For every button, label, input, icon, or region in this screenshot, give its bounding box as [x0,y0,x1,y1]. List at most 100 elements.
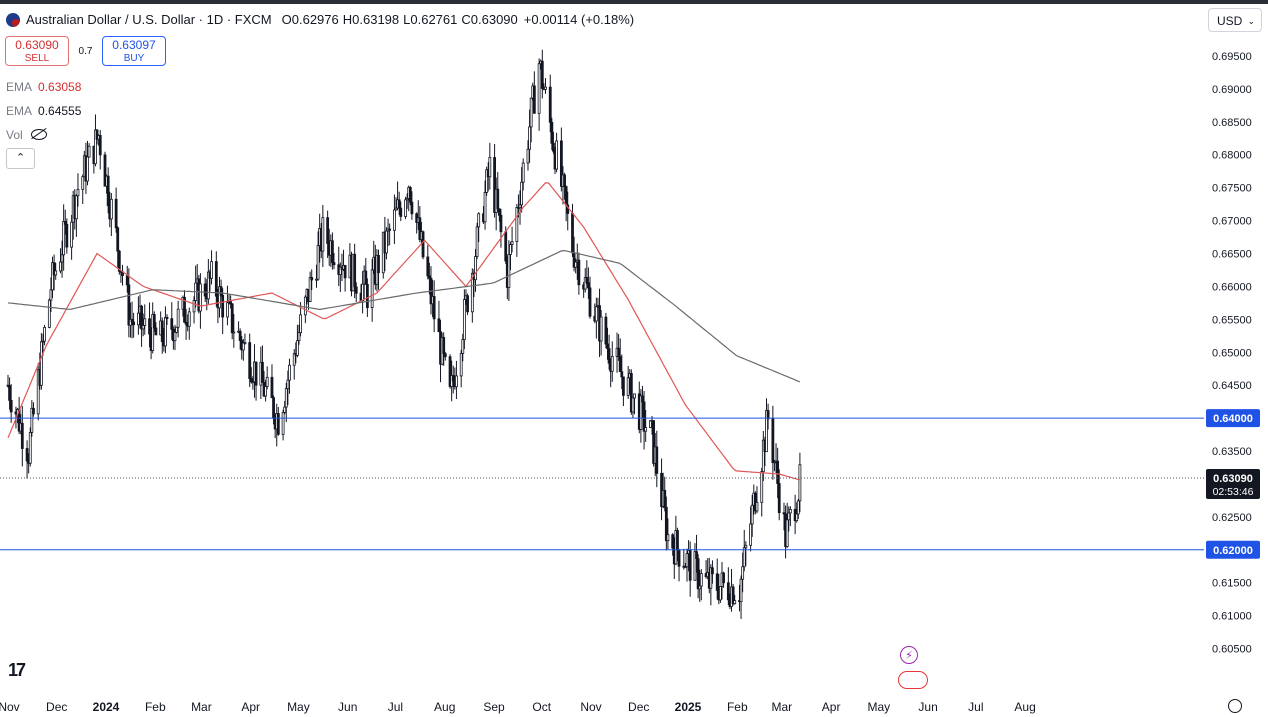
candle-body [206,271,210,300]
candle-body [594,306,598,322]
candle-body [617,347,621,357]
candle-body [76,188,80,197]
candle-body [310,277,314,281]
candle-body [475,226,479,257]
candle-body [461,339,465,354]
candle-body [397,199,401,209]
time-tick-label: May [287,700,310,714]
price-tick-label: 0.69500 [1212,51,1252,63]
candle-body [695,551,698,560]
currency-select[interactable]: USD ⌄ [1208,8,1262,32]
collapse-legend-button[interactable]: ⌃ [6,148,35,169]
candle-body [160,320,164,343]
candle-body [276,413,280,435]
buy-price: 0.63097 [112,38,156,52]
time-tick-label: Jul [968,700,983,714]
candle-body [283,406,287,413]
candle-body [749,523,753,546]
spread-value: 0.7 [78,45,93,57]
change-value: +0.00114 (+0.18%) [523,12,635,27]
candle-body [633,393,636,399]
candle-body [410,201,414,215]
candle-body [655,446,659,474]
high-value: 0.63198 [352,12,400,27]
candle-body [343,264,347,279]
candle-body [666,534,670,542]
candle-body [219,286,223,296]
ema-fast-legend[interactable]: EMA 0.63058 [6,80,81,94]
candle-body [299,314,302,334]
candle-body [507,254,511,288]
candle-body [353,253,357,288]
level-price-label: 0.62000 [1213,545,1253,557]
candle-body [393,209,396,231]
candle-body [544,86,547,90]
price-tick-label: 0.60500 [1212,644,1252,656]
candle-body [520,181,524,206]
candle-body [426,256,430,277]
eye-off-icon[interactable] [30,129,47,140]
candle-body [652,420,656,464]
candle-body [221,294,225,318]
candle-body [365,283,369,309]
candle-body [599,316,603,342]
candle-body [796,500,800,515]
gear-icon[interactable] [1228,699,1242,713]
candle-body [496,188,500,210]
candle-body [585,277,589,284]
ema-slow-legend[interactable]: EMA 0.64555 [6,104,81,118]
candle-body [49,289,53,301]
trade-panel: 0.63090 SELL 0.7 0.63097 BUY [5,36,166,66]
price-tick-label: 0.62500 [1212,512,1252,524]
candle-body [731,586,735,604]
candle-body [109,198,113,220]
candle-body [766,410,770,420]
candle-body [437,318,441,333]
candle-body [432,296,436,320]
candle-body [338,266,342,275]
ema-slow-line [7,249,801,383]
candle-body [59,261,62,272]
sell-button[interactable]: 0.63090 SELL [5,36,69,66]
candle-body [760,471,764,503]
candle-body [765,410,768,453]
candle-body [218,286,221,309]
candle-body [176,308,180,328]
chart-legend: Australian Dollar / U.S. Dollar · 1D · F… [6,12,634,27]
tradingview-logo[interactable]: 17 [8,660,26,680]
candle-body [571,213,574,254]
lightning-icon[interactable]: ⚡ [900,646,918,664]
candle-body [684,566,687,569]
volume-legend[interactable]: Vol [6,128,47,142]
candle-body [127,284,131,326]
candle-body [529,97,533,128]
candle-body [251,381,255,384]
price-tick-label: 0.69000 [1212,84,1252,96]
time-axis[interactable]: Nov Dec 2024 Feb Mar Apr May Jun Jul Aug Sep Oct Nov… [0,700,1036,714]
candle-body [36,369,40,415]
buy-button[interactable]: 0.63097 BUY [102,36,166,66]
candle-body [455,375,458,388]
candle-body [685,553,689,568]
candle-body [248,342,252,379]
candle-body [238,330,242,341]
candle-body [493,157,496,213]
candle-body [39,341,43,386]
symbol-title[interactable]: Australian Dollar / U.S. Dollar · 1D · F… [26,12,272,27]
price-axis[interactable]: 0.69500 0.69000 0.68500 0.68000 0.67500 0.670… [1212,51,1252,656]
candle-body [370,269,374,309]
candle-body [152,314,156,329]
ema-lines [7,182,801,481]
candle-body [528,126,531,150]
candle-body [610,356,614,372]
us-flag-event-icon[interactable] [898,671,928,689]
candle-body [641,395,644,403]
candle-body [136,312,140,326]
price-tick-label: 0.61500 [1212,578,1252,590]
candle-body [510,241,514,246]
candle-body [604,316,608,345]
candle-body [555,140,559,170]
open-value: 0.62976 [291,12,339,27]
